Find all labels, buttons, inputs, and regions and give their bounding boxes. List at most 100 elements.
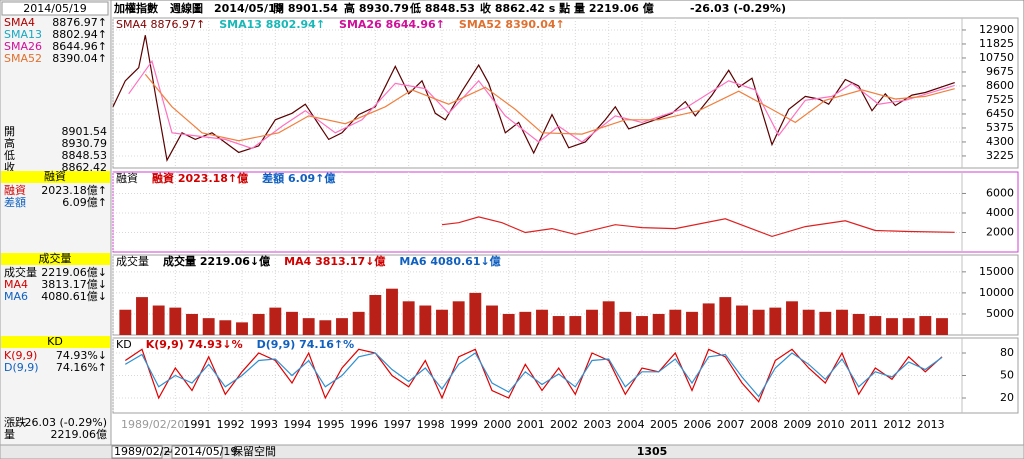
section-title: 融資 (44, 170, 66, 183)
x-tick-label: 1998 (417, 418, 445, 431)
tilde: ~ (164, 445, 173, 458)
y-tick-label: 3225 (986, 149, 1014, 162)
volume-bar (252, 313, 265, 335)
header-change: -26.03 (-0.29%) (690, 2, 786, 15)
row-name: SMA13 (4, 28, 42, 41)
x-tick-label: 2011 (850, 418, 878, 431)
volume-bar (269, 307, 282, 335)
row-name: 高 (4, 136, 15, 150)
start-box[interactable] (111, 445, 163, 459)
y-tick-label: 5000 (986, 307, 1014, 320)
row-value: 8848.53 (62, 149, 108, 162)
row-name: 成交量 (4, 265, 37, 279)
y-tick-label: 20 (1000, 391, 1014, 404)
x-tick-label: 1992 (217, 418, 245, 431)
volume-bar (519, 311, 532, 335)
start-date: 1989/02/20 (114, 445, 177, 458)
legend-entry: SMA52 8390.04↑ (459, 18, 565, 31)
volume-bar (302, 318, 315, 335)
x-tick-label: 2009 (783, 418, 811, 431)
legend-entry: 成交量 2219.06↓億 (163, 254, 270, 268)
row-value: 8901.54 (62, 125, 108, 138)
x-tick-label: 2000 (483, 418, 511, 431)
y-tick-label: 80 (1000, 346, 1014, 359)
row-name: MA6 (4, 290, 28, 303)
legend-entry: MA4 3813.17↓億 (284, 254, 385, 268)
sidebar-date: 2014/05/19 (23, 2, 86, 15)
y-tick-label: 12900 (979, 23, 1014, 36)
row-value: 8802.94↑ (52, 28, 107, 41)
row-value: 8862.42 (62, 161, 108, 174)
row-value: 74.16%↑ (56, 361, 107, 374)
x-tick-label: 2012 (883, 418, 911, 431)
row-name: K(9,9) (4, 349, 37, 362)
y-tick-label: 9675 (986, 65, 1014, 78)
legend-entry: 融資 (116, 172, 138, 185)
volume-bar (669, 309, 682, 335)
end-box[interactable] (171, 445, 223, 459)
legend-entry: 差額 6.09↑億 (262, 171, 335, 185)
section-title: KD (47, 335, 63, 348)
volume-bar (752, 309, 765, 335)
row-value: 8876.97↑ (52, 16, 107, 29)
legend-entry: KD (116, 338, 132, 351)
section-header (1, 171, 110, 183)
volume-bar (169, 307, 182, 335)
volume-bar (486, 305, 498, 335)
volume-bar (569, 316, 582, 335)
volume-bar (469, 292, 482, 335)
row-value: 2219.06億 (51, 428, 108, 441)
reserve-toggle[interactable]: 保留空間 (232, 444, 276, 458)
volume-bar (402, 301, 415, 335)
y-tick-label: 4300 (986, 135, 1014, 148)
y-tick-label: 6450 (986, 107, 1014, 120)
row-value: 2219.06億↓ (41, 266, 107, 279)
volume-bar (769, 307, 782, 335)
panel (112, 171, 1019, 253)
row-value: 3813.17億↓ (41, 278, 107, 291)
volume-bar (886, 318, 898, 335)
series-line (144, 73, 955, 142)
row-name: 收 (4, 160, 15, 174)
volume-bar (552, 316, 565, 335)
legend-entry: SMA26 8644.96↑ (339, 18, 445, 31)
header-low: 低 8848.53 (409, 1, 475, 15)
header-close: 收 8862.42 s 點 (480, 1, 570, 15)
volume-bar (852, 313, 865, 335)
x-tick-label: 2001 (517, 418, 545, 431)
y-tick-label: 11825 (979, 37, 1014, 50)
volume-bar (919, 316, 932, 335)
x-tick-label: 2005 (650, 418, 678, 431)
x-tick-label: 1991 (183, 418, 211, 431)
row-name: SMA26 (4, 40, 42, 53)
x-tick-label: 2004 (617, 418, 645, 431)
series-line (441, 216, 955, 238)
x-tick-label: 2010 (817, 418, 845, 431)
volume-bar (652, 313, 665, 335)
header-index: 加權指數 (113, 1, 158, 15)
volume-bar (219, 320, 232, 335)
volume-bar (502, 313, 515, 335)
x-tick-label: 2007 (717, 418, 745, 431)
legend-entry: K(9,9) 74.93↓% (146, 338, 243, 351)
row-name: 量 (4, 428, 15, 441)
toolbar (0, 444, 1024, 459)
volume-bar (319, 320, 332, 335)
y-tick-label: 2000 (986, 225, 1014, 238)
volume-bar (636, 316, 648, 335)
row-value: 4080.61億↓ (41, 290, 107, 303)
row-name: 差額 (4, 195, 26, 209)
row-name: 融資 (4, 184, 26, 197)
row-value: 8644.96↑ (52, 40, 107, 53)
end-date: 2014/05/19 (174, 445, 237, 458)
volume-bar (186, 313, 198, 335)
volume-bar (819, 311, 832, 335)
volume-bar (602, 301, 615, 335)
legend-entry: D(9,9) 74.16↑% (257, 338, 355, 351)
row-name: MA4 (4, 278, 28, 291)
row-value: 74.93%↓ (56, 349, 107, 362)
row-name: 開 (4, 125, 15, 138)
volume-bar (286, 311, 298, 335)
header-volume: 量 2219.06 億 (574, 1, 654, 15)
